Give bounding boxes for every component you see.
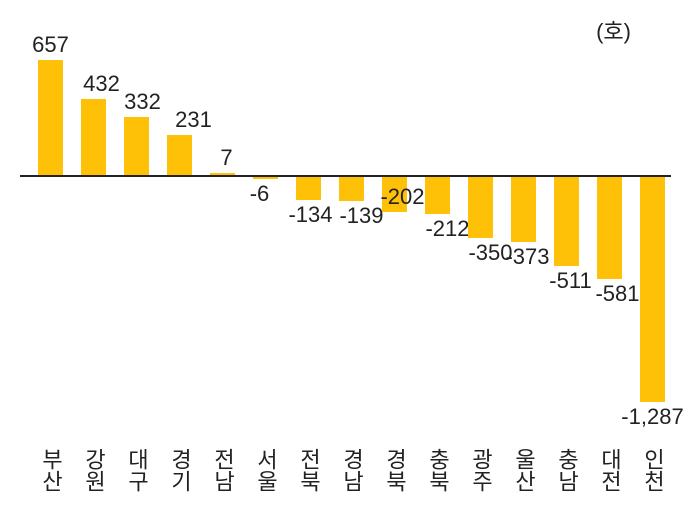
chart-value-label: -1,287 [621,404,683,430]
x-axis-label: 충북 [422,448,454,492]
chart-bar [167,135,192,175]
chart-container: (호) 6574323322317-6-134-139-202-212-350-… [0,0,691,506]
chart-bar [253,177,278,179]
chart-value-label: 7 [220,145,232,171]
x-axis-label: 대전 [594,448,626,492]
chart-bar [339,177,364,201]
chart-value-label: 432 [83,71,120,97]
chart-bar [511,177,536,242]
chart-bar [640,177,665,402]
chart-bar [81,99,106,175]
x-axis-label: 전북 [293,448,325,492]
chart-value-label: 231 [175,107,212,133]
chart-value-label: -511 [549,268,591,294]
x-axis-label: 울산 [508,448,540,492]
x-axis-label: 광주 [465,448,497,492]
chart-value-label: -134 [288,202,332,228]
chart-value-label: -139 [339,203,383,229]
chart-bar [124,117,149,175]
chart-bar [554,177,579,266]
chart-value-label: -6 [250,181,270,207]
x-axis-label: 충남 [551,448,583,492]
chart-value-label: -202 [380,184,424,210]
chart-value-label: 657 [32,32,69,58]
chart-bar [468,177,493,238]
x-axis-label: 서울 [250,448,282,492]
chart-bar [597,177,622,279]
chart-bar [210,173,235,175]
x-axis-label: 대구 [121,448,153,492]
x-axis-label: 부산 [35,448,67,492]
x-axis-label: 경기 [164,448,196,492]
x-axis-label: 인천 [637,448,669,492]
chart-bar [38,60,63,175]
chart-value-label: -581 [595,281,639,307]
chart-bar [296,177,321,200]
x-axis-label: 경남 [336,448,368,492]
chart-bar [425,177,450,214]
chart-value-label: 332 [124,89,161,115]
chart-value-label: -373 [505,244,549,270]
chart-plot-area: 6574323322317-6-134-139-202-212-350-373-… [20,30,671,430]
x-axis-label: 경북 [379,448,411,492]
x-axis-label: 강원 [78,448,110,492]
chart-value-label: -212 [425,216,469,242]
x-axis-label: 전남 [207,448,239,492]
